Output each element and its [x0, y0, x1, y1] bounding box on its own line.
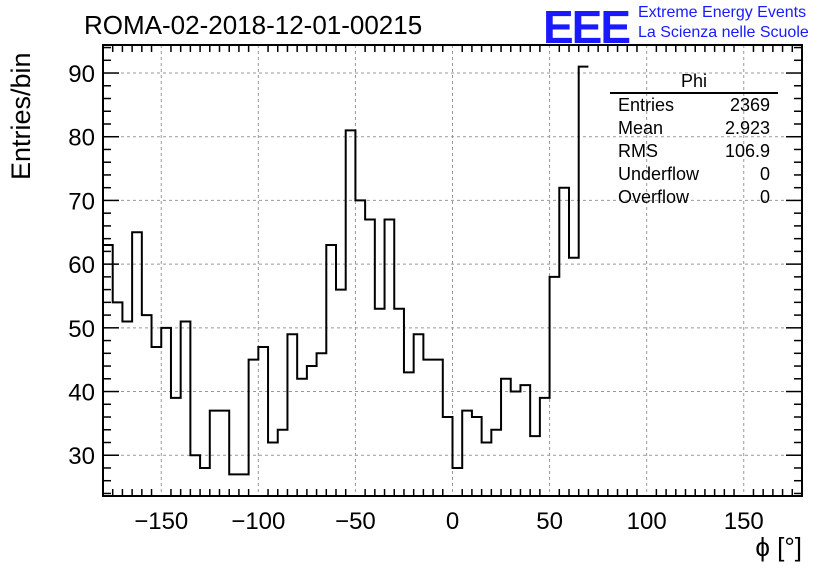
stats-box-title: Phi — [610, 70, 778, 94]
x-tick-label: 100 — [627, 508, 667, 535]
stats-row-mean: Mean 2.923 — [610, 117, 778, 140]
stats-value: 2.923 — [724, 118, 770, 138]
stats-box: Phi Entries 2369 Mean 2.923 RMS 106.9 Under… — [610, 70, 778, 209]
stats-label: Mean — [618, 118, 664, 138]
x-tick-label: −100 — [231, 508, 285, 535]
stats-label: Overflow — [618, 187, 690, 207]
logo-caption-line1: Extreme Energy Events — [638, 4, 807, 21]
stats-value: 2369 — [729, 95, 770, 115]
eee-logo: EEE — [543, 1, 631, 53]
y-tick-label: 60 — [68, 252, 95, 279]
y-tick-label: 80 — [68, 125, 95, 152]
histogram-line — [103, 65, 589, 476]
stats-row-rms: RMS 106.9 — [610, 140, 778, 163]
tick-labels: −150 −100 −50 0 50 100 150 30 40 50 60 70 80 90 — [68, 61, 763, 535]
y-axis-label: Entries/bin — [6, 52, 36, 180]
plot-frame — [102, 44, 803, 497]
x-axis-label: ϕ [°] — [755, 532, 802, 562]
stats-row-overflow: Overflow 0 — [610, 186, 778, 209]
grid-lines — [103, 45, 802, 496]
chart-title: ROMA-02-2018-12-01-00215 — [84, 10, 423, 40]
stats-label: RMS — [618, 141, 658, 161]
stats-row-entries: Entries 2369 — [610, 94, 778, 117]
stats-row-underflow: Underflow 0 — [610, 163, 778, 186]
y-tick-label: 70 — [68, 188, 95, 215]
stats-value: 0 — [759, 187, 770, 207]
stats-value: 106.9 — [724, 141, 770, 161]
stats-label: Underflow — [618, 164, 700, 184]
y-tick-label: 30 — [68, 443, 95, 470]
x-tick-label: 50 — [536, 508, 563, 535]
x-tick-label: −50 — [335, 508, 376, 535]
logo-caption: Extreme Energy Events La Scienza nelle S… — [638, 3, 809, 43]
x-tick-label: 150 — [724, 508, 764, 535]
logo-caption-line2: La Scienza nelle Scuole — [638, 24, 809, 41]
stats-value: 0 — [759, 164, 770, 184]
y-tick-label: 50 — [68, 316, 95, 343]
y-tick-label: 40 — [68, 380, 95, 407]
axis-ticks — [102, 45, 803, 496]
y-tick-label: 90 — [68, 61, 95, 88]
x-tick-label: −150 — [134, 508, 188, 535]
stats-label: Entries — [618, 95, 675, 115]
x-tick-label: 0 — [446, 508, 459, 535]
